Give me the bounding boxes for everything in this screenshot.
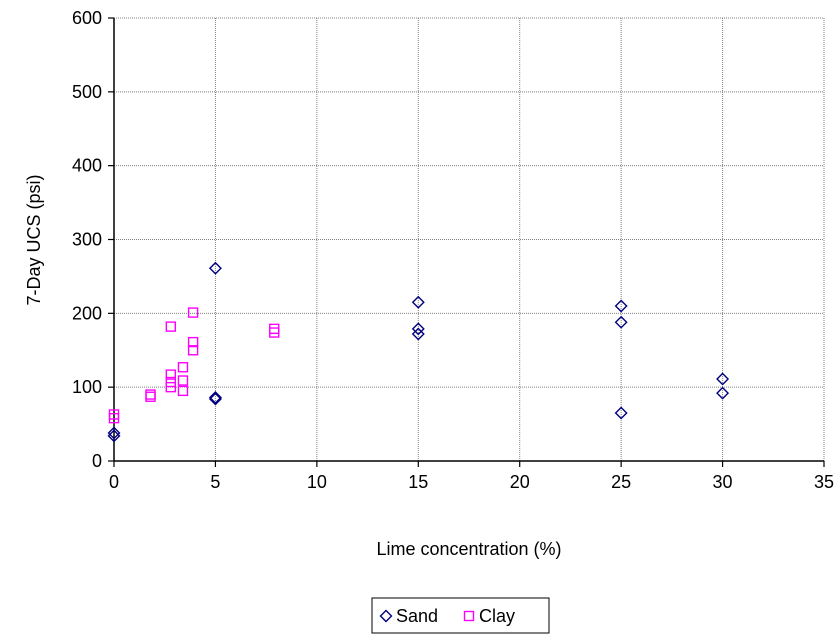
y-tick-label: 200 bbox=[72, 303, 102, 323]
y-tick-label: 0 bbox=[92, 451, 102, 471]
y-tick-labels: 0 100 200 300 400 500 600 bbox=[72, 8, 102, 471]
legend: Sand Clay bbox=[371, 597, 550, 634]
x-tick-label: 20 bbox=[510, 472, 530, 492]
y-tick-label: 500 bbox=[72, 82, 102, 102]
x-tick-label: 30 bbox=[713, 472, 733, 492]
clay-point bbox=[177, 375, 189, 386]
x-tick-label: 0 bbox=[109, 472, 119, 492]
clay-point bbox=[269, 327, 280, 338]
y-axis-title: 7-Day UCS (psi) bbox=[24, 174, 44, 305]
grid-lines bbox=[114, 17, 825, 461]
clay-point bbox=[187, 336, 199, 348]
sand-point bbox=[614, 299, 628, 313]
clay-point bbox=[165, 369, 177, 380]
clay-point bbox=[165, 321, 177, 332]
sand-point bbox=[716, 386, 730, 400]
clay-point bbox=[165, 381, 177, 393]
sand-point bbox=[411, 295, 425, 309]
x-axis-title: Lime concentration (%) bbox=[376, 539, 561, 559]
clay-point bbox=[177, 362, 189, 373]
sand-point bbox=[208, 261, 222, 275]
y-tick-label: 400 bbox=[72, 156, 102, 176]
y-tick-label: 300 bbox=[72, 230, 102, 250]
x-tick-label: 25 bbox=[611, 472, 631, 492]
sand-point bbox=[716, 372, 730, 386]
clay-point bbox=[108, 412, 120, 424]
sand-point bbox=[411, 327, 425, 341]
x-tick-label: 5 bbox=[210, 472, 220, 492]
legend-marker-clay bbox=[463, 610, 475, 622]
series-sand bbox=[107, 261, 730, 443]
sand-point bbox=[107, 426, 121, 440]
x-tick-label: 35 bbox=[814, 472, 834, 492]
data-points bbox=[107, 261, 730, 443]
legend-item-clay: Clay bbox=[463, 606, 515, 626]
sand-point bbox=[107, 429, 121, 443]
legend-box bbox=[371, 597, 550, 634]
axes bbox=[108, 17, 825, 467]
sand-point bbox=[614, 406, 628, 420]
legend-label-clay: Clay bbox=[479, 606, 515, 626]
x-tick-label: 10 bbox=[307, 472, 327, 492]
series-clay bbox=[108, 307, 280, 424]
legend-label-sand: Sand bbox=[396, 606, 438, 626]
sand-point bbox=[208, 392, 222, 406]
x-tick-label: 15 bbox=[408, 472, 428, 492]
sand-point bbox=[208, 391, 222, 404]
x-tick-labels: 0 5 10 15 20 25 30 35 bbox=[109, 472, 834, 492]
clay-point bbox=[187, 307, 199, 318]
legend-item-sand: Sand bbox=[379, 606, 438, 626]
legend-marker-sand bbox=[379, 609, 393, 623]
sand-point bbox=[411, 322, 425, 336]
clay-point bbox=[177, 385, 189, 397]
sand-point bbox=[614, 315, 628, 329]
y-tick-label: 100 bbox=[72, 377, 102, 397]
y-tick-label: 600 bbox=[72, 8, 102, 28]
clay-point bbox=[187, 345, 199, 356]
clay-point bbox=[145, 391, 156, 402]
